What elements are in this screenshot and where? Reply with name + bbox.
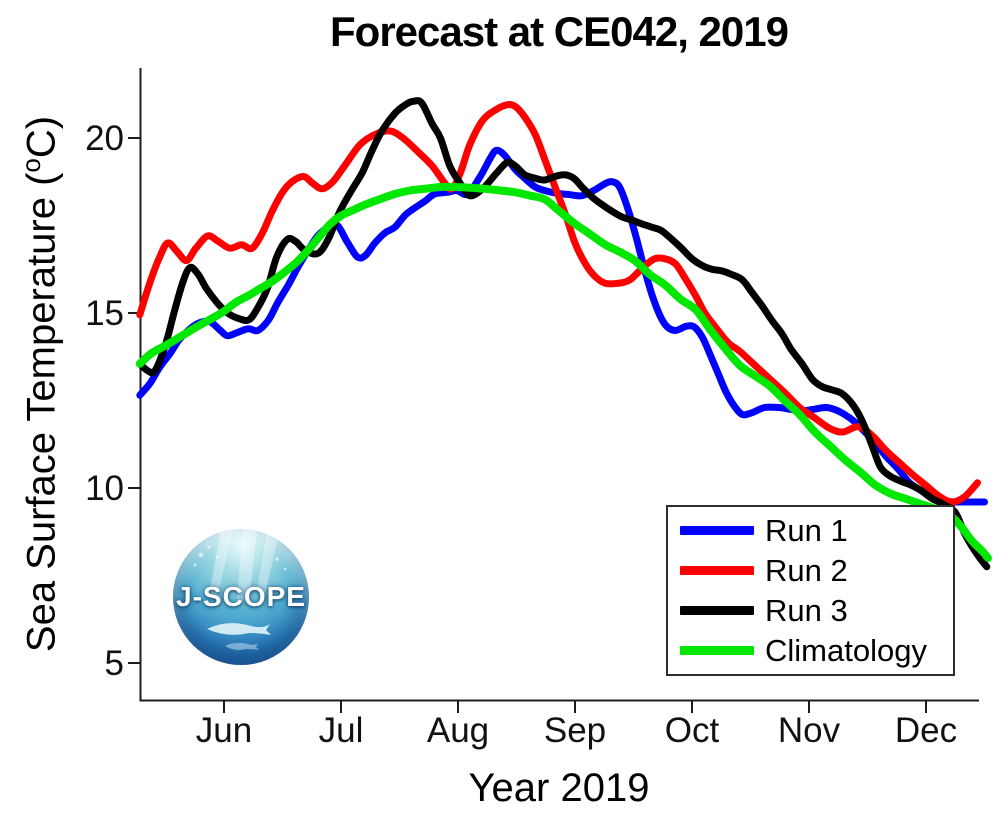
y-tick-label: 15 (85, 294, 124, 333)
legend-entry: Climatology (668, 630, 953, 670)
legend: Run 1 Run 2 Run 3 Climatology (666, 505, 955, 676)
legend-line-sample (680, 645, 754, 655)
x-tick-label: Jul (318, 711, 364, 750)
x-tick-label: Oct (664, 711, 720, 750)
x-tick-label: Aug (426, 711, 490, 750)
legend-rows: Run 1 Run 2 Run 3 Climatology (668, 511, 953, 670)
legend-label: Run 2 (765, 553, 848, 589)
chart-title: Forecast at CE042, 2019 (330, 8, 789, 55)
x-axis-label: Year 2019 (468, 766, 650, 810)
legend-entry: Run 2 (668, 551, 953, 591)
run-1-line (136, 146, 988, 506)
legend-label: Run 1 (765, 513, 848, 549)
y-axis-label-text: Sea Surface Temperature ( (19, 172, 64, 653)
legend-entry: Run 3 (668, 591, 953, 631)
y-tick-label: 10 (85, 469, 124, 508)
run-2-line (136, 101, 981, 506)
logo-art (193, 529, 287, 650)
climatology-line (135, 182, 992, 562)
y-tick-label: 20 (85, 119, 124, 158)
x-tick-label: Jun (195, 711, 253, 750)
legend-label: Climatology (765, 632, 927, 668)
x-tick-label: Nov (777, 711, 841, 750)
light-rays-icon (209, 529, 279, 601)
bubbles-icon (193, 545, 287, 571)
run-3-line (136, 97, 991, 571)
legend-line-sample (680, 605, 754, 615)
legend-line-sample (680, 526, 754, 536)
logo-text: J-SCOPE (176, 581, 306, 612)
legend-line-sample (680, 566, 754, 576)
x-tick-label: Dec (894, 711, 958, 750)
axis-spines (139, 68, 979, 702)
x-tick-label: Sep (543, 711, 607, 750)
y-tick-label: 5 (104, 644, 124, 683)
legend-entry: Run 1 (668, 511, 953, 551)
jscope-logo: J-SCOPE (173, 529, 309, 665)
degree-symbol: o (16, 158, 47, 173)
fish-icon (207, 623, 271, 650)
legend-label: Run 3 (765, 592, 848, 628)
